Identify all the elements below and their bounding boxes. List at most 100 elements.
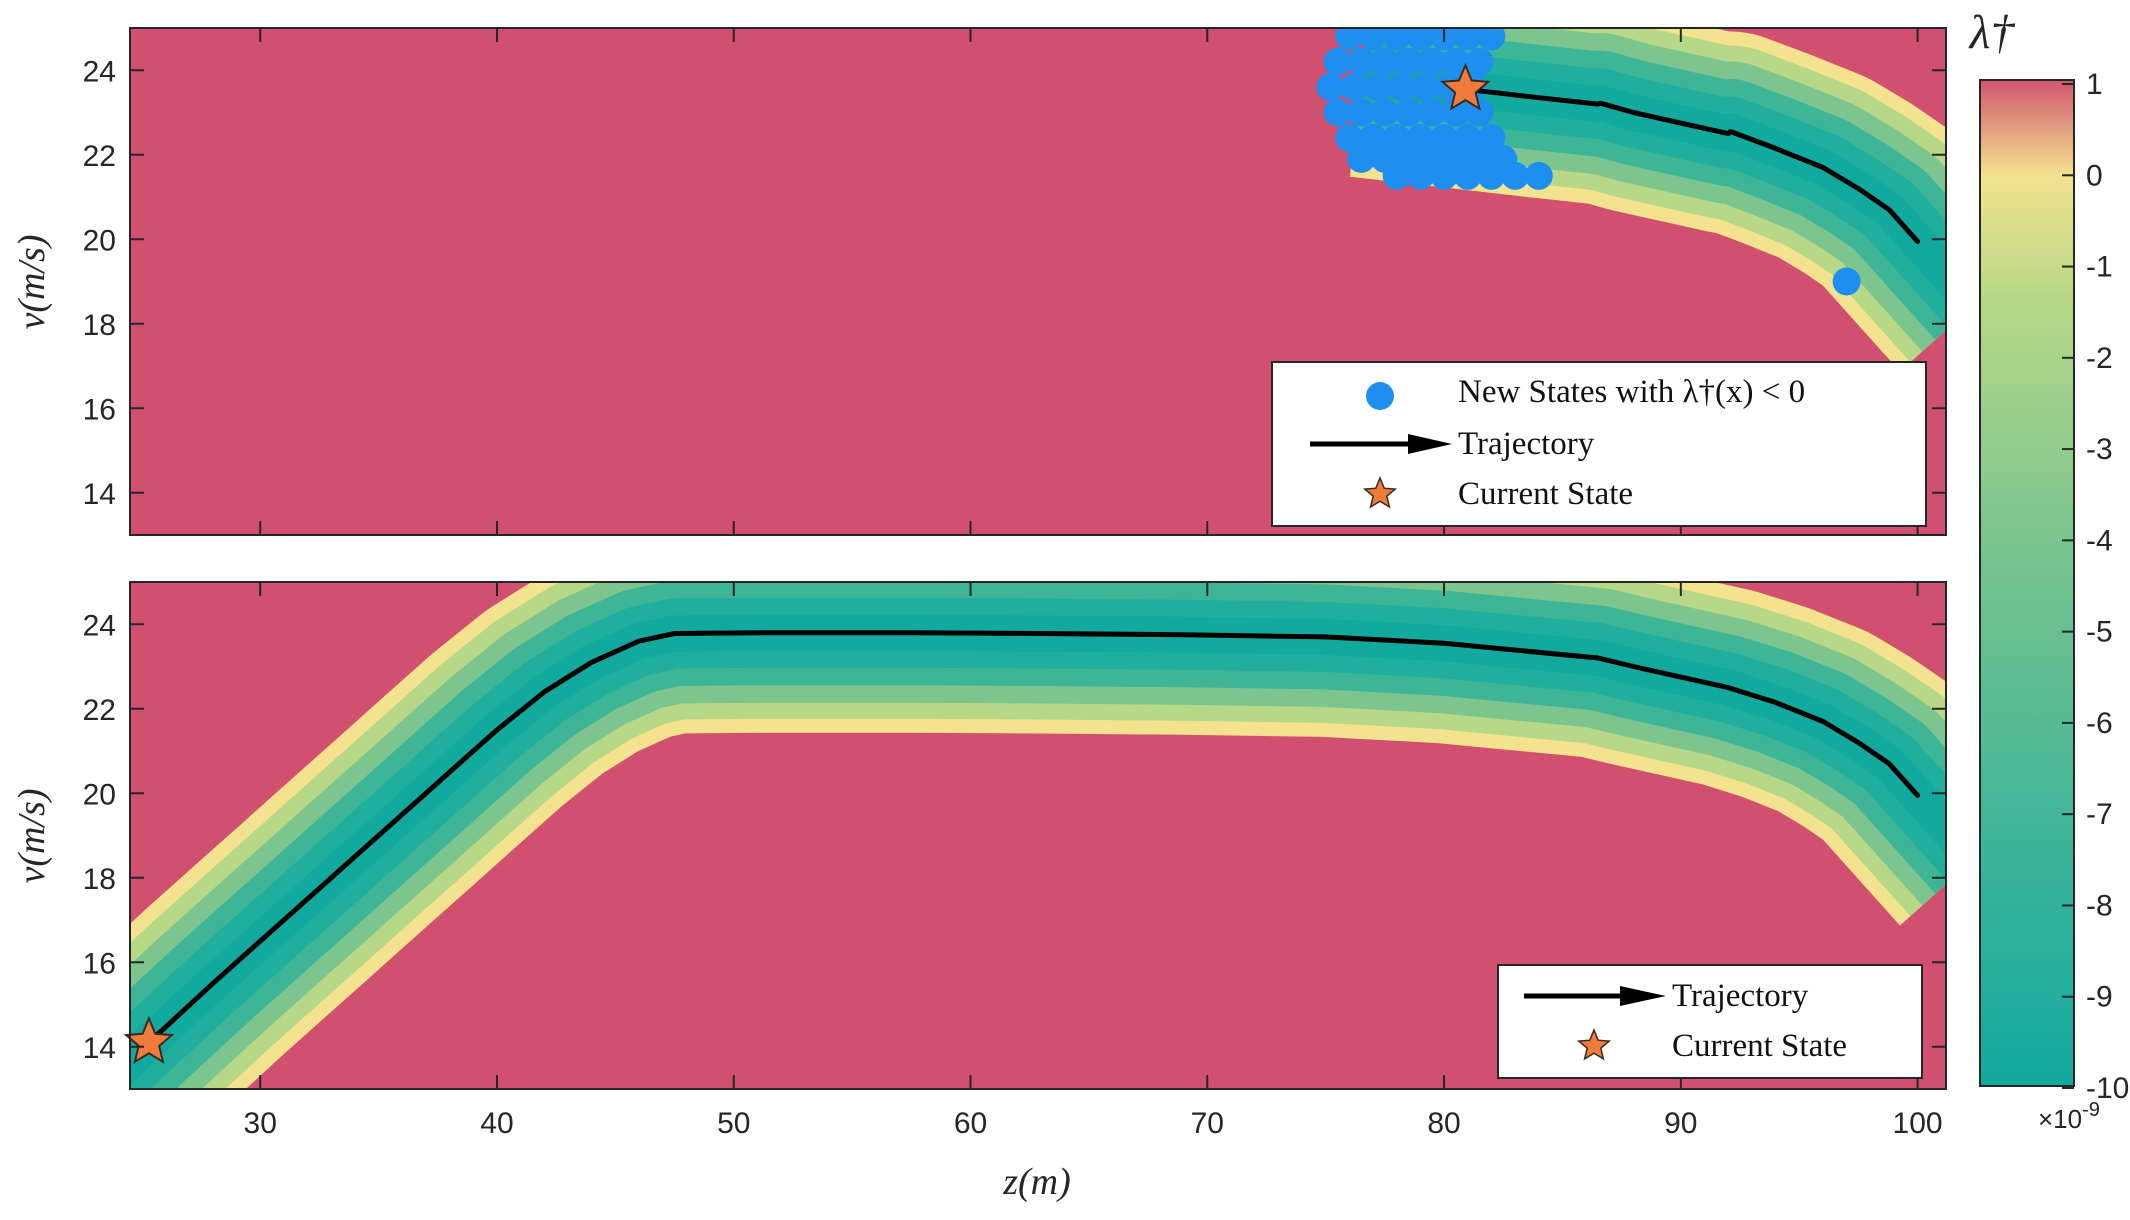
colorbar-tick-label: -6 <box>2086 707 2113 740</box>
colorbar-tick-label: -9 <box>2086 981 2113 1014</box>
colorbar-tick-label: -4 <box>2086 524 2113 557</box>
bottom-x-axis-label: z(m) <box>1002 1161 1071 1203</box>
new-state-point <box>1335 123 1364 152</box>
new-state-point <box>1387 73 1416 102</box>
new-state-point <box>1370 47 1399 76</box>
legend-bottom-current-state-star-icon <box>1576 1028 1612 1061</box>
x-tick-label: 40 <box>480 1107 513 1140</box>
colorbar: λ† 10-1-2-3-4-5-6-7-8-9-10 ×10-9 <box>1968 6 2130 1134</box>
new-state-point <box>1453 161 1482 190</box>
new-state-point <box>1347 98 1376 127</box>
x-tick-label: 90 <box>1664 1107 1697 1140</box>
new-state-point <box>1477 123 1506 152</box>
colorbar-multiplier-exponent: -9 <box>2082 1099 2100 1121</box>
top-y-axis-label: v(m/s) <box>11 235 53 330</box>
bottom-legend-box <box>1497 964 1923 1079</box>
new-state-point <box>1430 161 1459 190</box>
x-tick-label: 60 <box>954 1107 987 1140</box>
new-state-point <box>1453 123 1482 152</box>
legend-new-states-marker <box>1366 382 1394 410</box>
new-state-point <box>1406 28 1435 51</box>
new-state-point <box>1347 145 1376 173</box>
y-tick-label: 20 <box>83 778 116 811</box>
new-state-point <box>1418 98 1447 127</box>
legend-bottom-trajectory-arrow-icon <box>1620 986 1666 1006</box>
x-tick-label: 80 <box>1427 1107 1460 1140</box>
legend-current-state-star-icon <box>1362 476 1398 509</box>
top-legend: New States with λ†(x) < 0 Trajectory Cur… <box>1271 361 1927 527</box>
legend-star-shape <box>1362 476 1398 509</box>
new-state-point <box>1359 28 1387 51</box>
legend-new-states-label: New States with λ†(x) < 0 <box>1458 374 1805 410</box>
x-tick-label: 50 <box>717 1107 750 1140</box>
new-state-point <box>1477 161 1506 190</box>
top-new-states-layer <box>1316 28 1861 296</box>
colorbar-tick-label: -8 <box>2086 889 2113 922</box>
y-tick-label: 22 <box>83 140 116 173</box>
colorbar-tick-label: 0 <box>2086 159 2103 192</box>
y-tick-label: 14 <box>83 478 116 511</box>
legend-bottom-current-state-label: Current State <box>1672 1028 1847 1064</box>
new-state-point <box>1832 267 1861 296</box>
new-state-point <box>1430 123 1459 152</box>
y-tick-label: 18 <box>83 309 116 342</box>
bottom-panel: 14 16 18 20 22 24 30 40 50 60 70 80 90 100 v(m/s) z(… <box>11 581 1947 1203</box>
top-y-axis-ticks: 14 16 18 20 22 24 <box>83 28 1946 535</box>
bottom-legend: Trajectory Current State <box>1497 964 1923 1079</box>
colorbar-gradient <box>1979 79 2075 1087</box>
legend-trajectory-label: Trajectory <box>1458 426 1595 462</box>
colorbar-tick-label: -3 <box>2086 433 2113 466</box>
new-state-point <box>1477 28 1506 51</box>
new-state-point <box>1394 98 1423 127</box>
top-current-state-star <box>1440 62 1491 111</box>
top-plot-frame <box>129 27 1947 536</box>
y-tick-label: 18 <box>83 863 116 896</box>
current-state-marker <box>123 1015 175 1065</box>
legend-current-state-label: Current State <box>1458 476 1633 512</box>
bottom-y-axis-ticks: 14 16 18 20 22 24 <box>83 609 1946 1065</box>
new-state-point <box>1406 123 1435 152</box>
new-state-point <box>1406 161 1435 190</box>
colorbar-tick-label: -1 <box>2086 251 2113 284</box>
x-tick-label: 30 <box>244 1107 277 1140</box>
new-state-point <box>1411 73 1440 102</box>
new-state-point <box>1524 161 1553 190</box>
colorbar-tick-label: -2 <box>2086 342 2113 375</box>
legend-star-shape <box>1576 1028 1612 1061</box>
bottom-trajectory-line <box>146 630 1921 1045</box>
new-state-point <box>1340 73 1369 102</box>
current-state-marker <box>1440 62 1491 111</box>
legend-bottom-trajectory-label: Trajectory <box>1672 978 1809 1014</box>
new-state-point <box>1453 28 1482 51</box>
bottom-y-axis-label: v(m/s) <box>11 789 53 884</box>
new-state-point <box>1316 73 1345 102</box>
new-state-point <box>1394 47 1423 76</box>
y-tick-label: 16 <box>83 947 116 980</box>
colorbar-tick-label: 1 <box>2086 68 2103 101</box>
bottom-plot-frame <box>129 581 1947 1090</box>
new-state-point <box>1501 161 1530 190</box>
colorbar-ticks: 1 0 -1 -2 -3 -4 -5 -6 -7 -8 -9 -10 <box>2062 68 2129 1105</box>
new-state-point <box>1465 47 1494 76</box>
y-tick-label: 16 <box>83 393 116 426</box>
new-state-point <box>1382 28 1411 51</box>
y-tick-label: 24 <box>83 55 116 88</box>
x-tick-label: 70 <box>1191 1107 1224 1140</box>
bottom-current-state-star <box>123 1015 175 1065</box>
top-panel: 14 16 18 20 22 24 v(m/s) New States with λ†(x… <box>11 27 1947 536</box>
new-state-point <box>1382 161 1411 190</box>
new-state-point <box>1323 98 1352 127</box>
new-state-point <box>1359 123 1387 152</box>
colorbar-multiplier-base: ×10 <box>2038 1104 2082 1134</box>
colorbar-tick-label: -5 <box>2086 616 2113 649</box>
x-tick-label: 100 <box>1893 1107 1943 1140</box>
colorbar-multiplier: ×10-9 <box>2038 1099 2100 1134</box>
colorbar-tick-label: -10 <box>2086 1072 2129 1105</box>
legend-trajectory-arrow-icon <box>1408 434 1452 454</box>
new-state-point <box>1418 47 1447 76</box>
new-state-point <box>1441 98 1470 127</box>
new-state-point <box>1347 47 1376 76</box>
colorbar-title: λ† <box>1968 6 2016 59</box>
new-state-point <box>1363 73 1392 102</box>
